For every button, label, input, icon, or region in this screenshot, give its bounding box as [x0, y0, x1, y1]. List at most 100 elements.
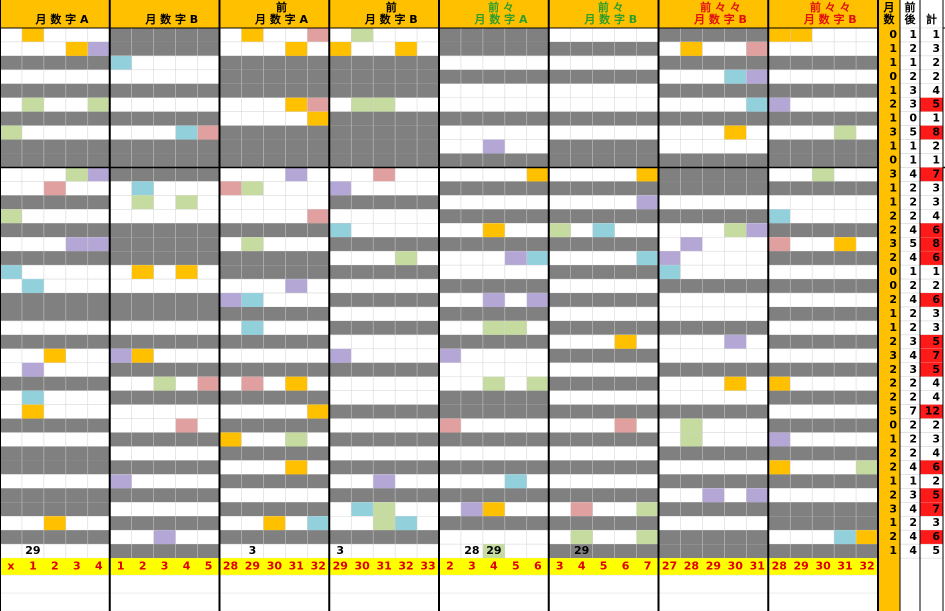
- cell-highlight: [43, 181, 66, 196]
- cell-highlight: [197, 376, 220, 391]
- gray-row: [768, 516, 878, 531]
- footer-bg: [439, 558, 549, 576]
- cell-highlight: [395, 251, 418, 266]
- row-bg: [0, 69, 110, 85]
- gray-row: [658, 502, 769, 517]
- cell-highlight: [439, 418, 461, 433]
- cell-number: 3: [336, 544, 344, 557]
- gray-row: [0, 153, 110, 168]
- totals-number: 1: [889, 56, 897, 69]
- footer-bg: [219, 558, 330, 576]
- gray-row: [0, 446, 110, 461]
- cell-highlight: [746, 488, 769, 503]
- footer-number: 28: [772, 560, 787, 573]
- gray-row: [109, 362, 220, 377]
- cell-highlight: [746, 223, 769, 238]
- totals-number: 3: [889, 349, 897, 362]
- totals-number: 1: [932, 28, 940, 41]
- row-bg: [109, 502, 220, 517]
- totals-number: 3: [909, 335, 917, 348]
- gray-row: [439, 111, 549, 126]
- cell-highlight: [768, 237, 791, 252]
- footer-number: 30: [728, 560, 744, 573]
- empty-row: [109, 592, 220, 611]
- row-bg: [768, 292, 879, 308]
- totals-number: 2: [889, 293, 897, 306]
- row-bg: [548, 334, 659, 350]
- empty-row: [219, 574, 330, 594]
- row-bg: [658, 237, 769, 252]
- cell-highlight: [109, 348, 132, 363]
- cell-highlight: [0, 265, 22, 280]
- cell-highlight: [504, 251, 527, 266]
- cell-highlight: [153, 530, 176, 545]
- gray-row: [329, 432, 439, 447]
- cell-highlight: [109, 55, 132, 70]
- totals-number: 3: [932, 195, 940, 208]
- totals-number: 7: [909, 405, 917, 418]
- row-bg: [109, 320, 220, 336]
- gray-row: [658, 209, 769, 224]
- cell-highlight: [43, 348, 66, 363]
- cell-highlight: [724, 223, 747, 238]
- gray-row: [548, 432, 659, 447]
- cell-highlight: [834, 125, 857, 140]
- totals-number: 1: [909, 140, 917, 153]
- footer-number: 2: [446, 560, 454, 573]
- totals-number: 3: [909, 84, 917, 97]
- total-highlight: [920, 362, 943, 377]
- totals-number: 5: [932, 335, 940, 348]
- totals-number: 1: [932, 154, 940, 167]
- totals-number: 2: [909, 321, 917, 334]
- cell-highlight: [307, 28, 330, 42]
- cell-highlight: [482, 223, 505, 238]
- cell-highlight: [614, 334, 637, 349]
- gray-row: [0, 376, 110, 391]
- gray-row: [439, 181, 549, 196]
- gray-row: [0, 530, 110, 545]
- empty-row: [438, 574, 549, 594]
- cell-highlight: [241, 28, 264, 42]
- cell-highlight: [43, 516, 66, 531]
- gray-row: [219, 446, 330, 461]
- row-bg: [658, 376, 769, 391]
- row-bg: [109, 264, 220, 280]
- totals-number: 1: [889, 474, 897, 487]
- row-bg: [219, 41, 330, 57]
- totals-number: 3: [889, 237, 897, 250]
- totals-number: 5: [932, 98, 940, 111]
- gray-row: [548, 69, 659, 84]
- gray-row: [768, 307, 878, 321]
- header-prefix: 前 々: [488, 0, 514, 14]
- cell-highlight: [285, 97, 308, 112]
- row-bg: [219, 543, 330, 559]
- empty-row: [0, 574, 110, 594]
- gray-row: [548, 376, 659, 391]
- gray-row: [109, 390, 220, 405]
- row-bg: [219, 460, 330, 475]
- header-label: 月 数 字 A: [34, 12, 88, 26]
- total-highlight: [920, 237, 943, 252]
- cell-highlight: [329, 41, 352, 56]
- totals-header-bottom: 後: [905, 12, 917, 26]
- gray-row: [548, 460, 659, 475]
- gray-row: [219, 69, 330, 84]
- totals-number: 0: [889, 28, 897, 41]
- cell-highlight: [658, 251, 681, 266]
- row-bg: [548, 278, 659, 294]
- totals-header-bottom: 計: [926, 12, 937, 26]
- gray-row: [0, 55, 110, 70]
- totals-number: 5: [909, 126, 917, 139]
- row-bg: [109, 209, 220, 224]
- row-bg: [438, 97, 549, 112]
- total-highlight: [920, 404, 943, 419]
- cell-highlight: [812, 167, 835, 182]
- totals-number: 7: [932, 502, 940, 515]
- gray-row: [768, 279, 878, 294]
- totals-number: 1: [889, 433, 897, 446]
- cell-highlight: [175, 265, 198, 280]
- footer-number: 7: [644, 560, 652, 573]
- gray-row: [439, 516, 549, 531]
- row-bg: [548, 390, 659, 405]
